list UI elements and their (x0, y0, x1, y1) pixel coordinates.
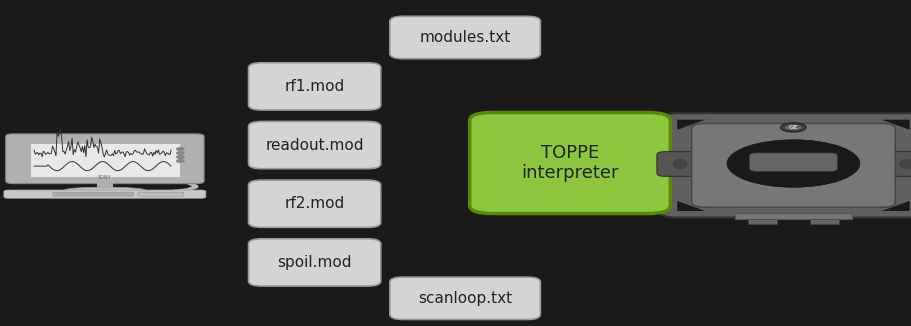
Text: rf2.mod: rf2.mod (284, 196, 344, 211)
FancyBboxPatch shape (659, 113, 911, 217)
Text: readout.mod: readout.mod (265, 138, 363, 153)
FancyBboxPatch shape (248, 63, 380, 110)
Circle shape (780, 123, 805, 132)
FancyBboxPatch shape (5, 134, 204, 184)
FancyBboxPatch shape (469, 112, 670, 214)
FancyBboxPatch shape (734, 213, 851, 219)
FancyBboxPatch shape (248, 180, 380, 228)
Circle shape (177, 156, 184, 158)
FancyBboxPatch shape (138, 192, 184, 196)
Text: SONY: SONY (98, 175, 111, 180)
Polygon shape (77, 189, 132, 191)
FancyBboxPatch shape (747, 219, 776, 224)
FancyBboxPatch shape (97, 181, 113, 189)
Text: modules.txt: modules.txt (419, 30, 510, 45)
Ellipse shape (898, 159, 911, 169)
FancyBboxPatch shape (749, 153, 836, 171)
Ellipse shape (726, 140, 859, 187)
FancyBboxPatch shape (656, 152, 702, 176)
Polygon shape (677, 201, 704, 211)
FancyBboxPatch shape (389, 277, 539, 319)
Polygon shape (881, 120, 908, 130)
Ellipse shape (65, 187, 145, 193)
FancyBboxPatch shape (248, 121, 380, 169)
Text: rf1.mod: rf1.mod (284, 79, 344, 94)
Circle shape (177, 148, 184, 150)
Ellipse shape (671, 159, 687, 169)
Circle shape (177, 152, 184, 154)
FancyBboxPatch shape (389, 16, 539, 59)
Text: GE: GE (788, 125, 797, 130)
Circle shape (783, 124, 802, 131)
Polygon shape (881, 201, 908, 211)
FancyBboxPatch shape (248, 239, 380, 286)
Text: scanloop.txt: scanloop.txt (417, 291, 512, 306)
FancyBboxPatch shape (691, 124, 895, 207)
FancyBboxPatch shape (29, 143, 180, 177)
FancyBboxPatch shape (4, 190, 206, 198)
Text: spoil.mod: spoil.mod (277, 255, 352, 270)
Circle shape (177, 160, 184, 162)
FancyBboxPatch shape (53, 192, 134, 196)
FancyBboxPatch shape (809, 219, 838, 224)
Text: TOPPE
interpreter: TOPPE interpreter (521, 143, 618, 183)
Polygon shape (677, 120, 704, 130)
FancyBboxPatch shape (883, 152, 911, 176)
